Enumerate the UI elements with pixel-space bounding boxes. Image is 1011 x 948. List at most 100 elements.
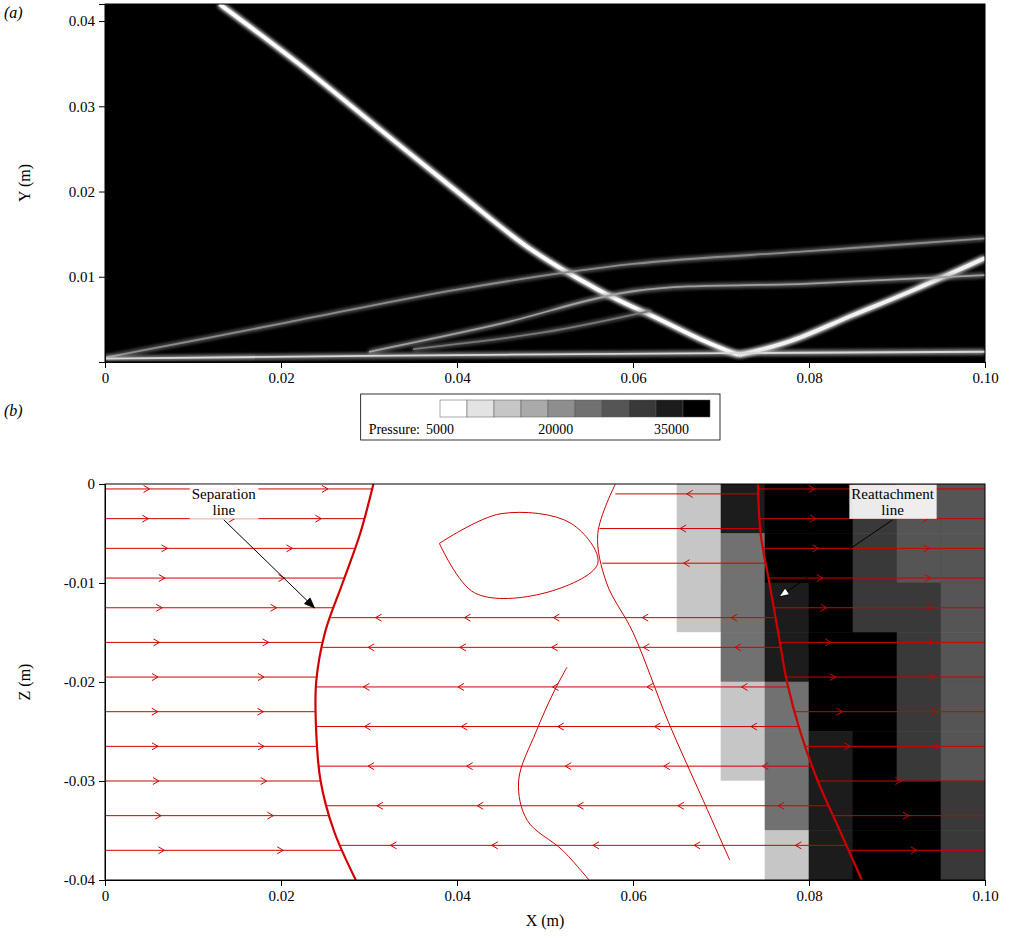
heatmap-cell	[809, 484, 853, 534]
tick-mark	[99, 484, 105, 485]
heatmap-cell	[501, 484, 545, 534]
heatmap-cell	[633, 484, 677, 534]
annotation-leader	[779, 520, 893, 597]
heatmap-cell	[941, 534, 985, 584]
tick: 0.06	[620, 880, 647, 904]
tick-mark	[99, 21, 105, 22]
streamline-arrow	[257, 708, 263, 715]
heatmap-cell	[193, 682, 237, 732]
streamline-arrow	[458, 683, 464, 690]
heatmap-cell	[237, 831, 281, 881]
tick-label: 0.02	[268, 888, 294, 904]
heatmap-cell	[281, 831, 325, 881]
heatmap-cell	[545, 682, 589, 732]
heatmap-cell	[809, 682, 853, 732]
streamline-arrow	[830, 674, 836, 681]
colorbar-frame	[361, 394, 720, 440]
tick: -0.01	[64, 575, 105, 591]
heatmap-cell	[589, 732, 633, 782]
heatmap-cell	[193, 534, 237, 584]
heatmap-cell	[369, 534, 413, 584]
heatmap-cell	[897, 831, 941, 881]
streamline-arrow	[263, 639, 269, 646]
streamline-arrow	[558, 723, 564, 730]
streamline-arrow	[261, 778, 267, 785]
tick-mark	[281, 362, 282, 368]
heatmap-cell	[677, 831, 721, 881]
heatmap-cell	[413, 583, 457, 633]
streamline-arrow	[694, 842, 700, 849]
heatmap-cell	[281, 534, 325, 584]
annotation: Separationline	[190, 485, 318, 611]
streamline-arrow	[144, 485, 150, 492]
axis-line	[99, 5, 106, 363]
series-line	[369, 275, 985, 352]
heatmap-cell	[677, 484, 721, 534]
heatmap-cell	[149, 682, 193, 732]
heatmap-cell	[105, 484, 149, 534]
x-axis: 00.020.040.060.080.10	[102, 362, 999, 386]
streamline-arrow	[158, 847, 164, 854]
tick-label: 0.10	[972, 888, 998, 904]
heatmap-cell	[721, 682, 765, 732]
tick-label: 0.02	[69, 184, 95, 200]
streamline-arrow	[687, 490, 693, 497]
streamline-arrow	[467, 763, 473, 770]
series-line	[598, 484, 730, 860]
colorbar-level	[629, 400, 656, 417]
series-line	[316, 494, 846, 845]
heatmap-cell	[897, 534, 941, 584]
panel: 00.020.040.060.080.100-0.01-0.02-0.03-0.…	[4, 394, 999, 930]
heatmap-cell	[721, 732, 765, 782]
tick-label: 0.10	[972, 370, 998, 386]
heatmap-cell	[457, 534, 501, 584]
heatmap-cell	[677, 534, 721, 584]
streamline-arrow	[678, 802, 684, 809]
tick: 0	[88, 476, 106, 492]
streamline-arrow	[578, 802, 584, 809]
axis-line	[106, 881, 986, 887]
heatmap-cell	[941, 732, 985, 782]
streamline-arrow	[895, 778, 901, 785]
tick-label: 0.03	[69, 99, 95, 115]
streamline-arrow	[821, 604, 827, 611]
heatmap-cell	[501, 633, 545, 683]
heatmap-cell	[897, 732, 941, 782]
heatmap-cell	[457, 484, 501, 534]
streamline-arrow	[925, 575, 931, 582]
colorbar-level	[521, 400, 548, 417]
heatmap-cell	[149, 732, 193, 782]
tick-mark	[99, 277, 105, 278]
heatmap-cell	[589, 534, 633, 584]
streamline-arrow	[817, 575, 823, 582]
figure: 00.020.040.060.080.100.010.020.030.04(a)…	[0, 0, 1011, 948]
tick-mark	[99, 192, 105, 193]
tick: 0.02	[69, 184, 105, 200]
tick: -0.04	[64, 872, 105, 888]
tick: 0.04	[444, 880, 471, 904]
streamline-arrow	[552, 644, 558, 651]
streamline-arrow	[322, 485, 328, 492]
colorbar-tick-label: 35000	[654, 422, 689, 437]
heatmap-cell	[369, 682, 413, 732]
annotation-label: Separationline	[192, 486, 257, 518]
streamline-arrow	[836, 708, 842, 715]
heatmap-cell	[633, 732, 677, 782]
heatmap-cell	[413, 682, 457, 732]
heatmap-cell	[765, 534, 809, 584]
tick: 0.08	[796, 880, 822, 904]
heatmap-cell	[501, 583, 545, 633]
annotation-label: Reattachmentline	[851, 486, 934, 518]
heatmap-cell	[501, 682, 545, 732]
tick: -0.03	[64, 773, 105, 789]
streamline-arrow	[813, 545, 819, 552]
streamline-arrow	[368, 763, 374, 770]
colorbar-level	[656, 400, 683, 417]
streamline-arrow	[315, 515, 321, 522]
heatmap-cell	[765, 682, 809, 732]
streamline-arrow	[684, 560, 690, 567]
axis-line	[99, 485, 106, 881]
series-line	[105, 489, 373, 850]
streamline-arrow	[903, 812, 909, 819]
series-line	[758, 484, 862, 880]
